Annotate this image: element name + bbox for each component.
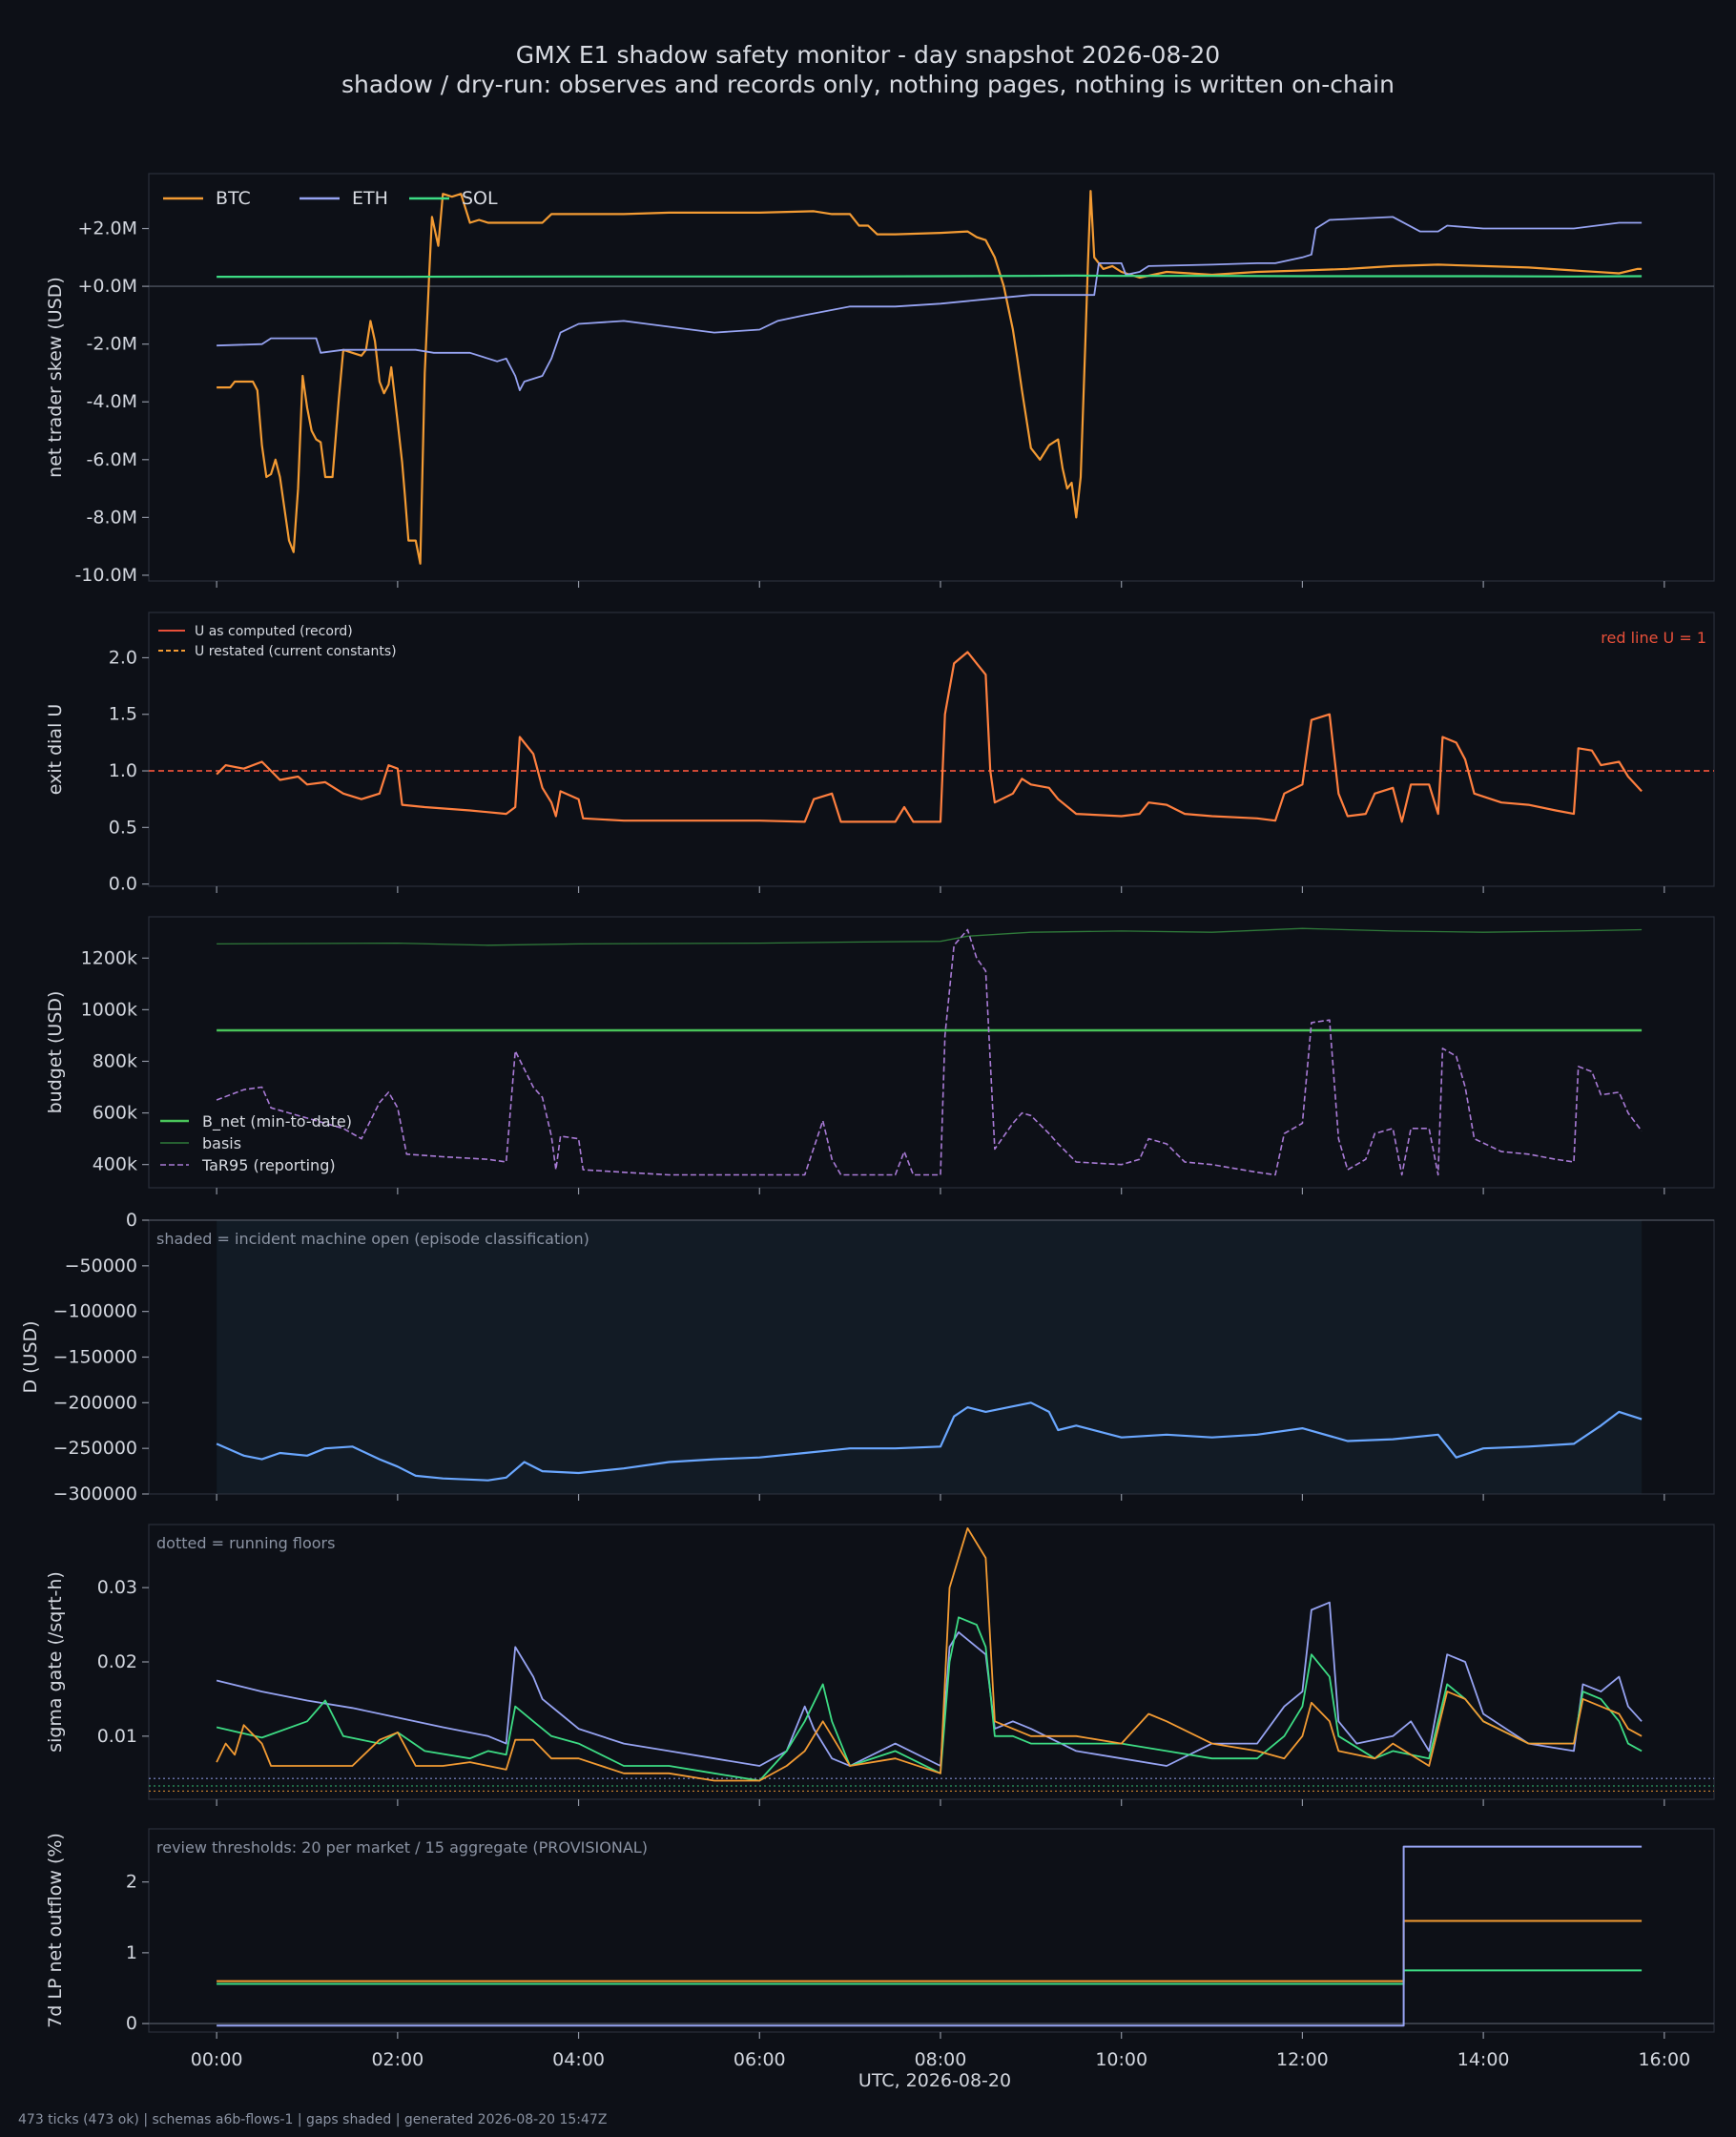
y-tick-label: 0.01 xyxy=(97,1726,137,1747)
series-line-tar95 xyxy=(216,928,1643,1176)
x-tick-label: 12:00 xyxy=(1276,2049,1329,2070)
x-tick-label: 10:00 xyxy=(1095,2049,1147,2070)
x-tick-label: 00:00 xyxy=(191,2049,243,2070)
y-axis-label: budget (USD) xyxy=(45,991,66,1114)
chart-title: GMX E1 shadow safety monitor - day snaps… xyxy=(516,41,1220,69)
legend-label: TaR95 (reporting) xyxy=(201,1156,336,1174)
y-tick-label: −50000 xyxy=(65,1255,137,1276)
y-tick-label: -10.0M xyxy=(74,565,137,586)
panel-u: 0.0 0.5 1.0 1.5 2.0 exit dial U red line U = 1… xyxy=(45,612,1715,895)
y-tick-label: 0.02 xyxy=(97,1651,137,1672)
y-axis-label: 7d LP net outflow (%) xyxy=(45,1833,66,2028)
incident-shade xyxy=(217,1220,1643,1494)
y-tick-label: 0.03 xyxy=(97,1577,137,1598)
panel-sigma: 0.01 0.02 0.03 sigma gate (/sqrt-h) dotted =… xyxy=(45,1524,1715,1806)
y-tick-label: -6.0M xyxy=(87,449,137,470)
panel-annotation: shaded = incident machine open (episode … xyxy=(156,1230,589,1248)
x-tick-label: 14:00 xyxy=(1457,2049,1510,2070)
panel-d: 0 −50000 −100000 −150000 −200000 −250000 −3000… xyxy=(20,1210,1715,1504)
legend-label: B_net (min-to-date) xyxy=(202,1112,352,1131)
series-line-d-0 xyxy=(216,1401,1643,1482)
series-line-sol xyxy=(217,274,1643,279)
legend-label: U as computed (record) xyxy=(195,624,353,639)
x-tick-label: 08:00 xyxy=(915,2049,967,2070)
y-tick-label: 600k xyxy=(93,1103,137,1124)
chart-panels: +2.0M +0.0M -2.0M -4.0M -6.0M -8.0M -10.0M net … xyxy=(20,173,1715,2070)
series-line-sigma-2 xyxy=(216,1527,1643,1782)
y-tick-label: −150000 xyxy=(53,1347,137,1368)
y-axis-label: net trader skew (USD) xyxy=(45,277,66,478)
x-tick-label: 16:00 xyxy=(1638,2049,1690,2070)
panel-outflow: 0 1 2 7d LP net outflow (%) review threshold… xyxy=(45,1828,1715,2039)
y-tick-label: 1200k xyxy=(81,947,137,968)
y-tick-label: +2.0M xyxy=(77,218,137,239)
series-line-outflow-2 xyxy=(217,1845,1643,2027)
chart-subtitle: shadow / dry-run: observes and records o… xyxy=(341,71,1395,98)
series-line-eth xyxy=(217,216,1643,391)
footer-status: 473 ticks (473 ok) | schemas a6b-flows-1… xyxy=(18,2112,608,2127)
x-tick-label: 02:00 xyxy=(371,2049,424,2070)
legend-label: U restated (current constants) xyxy=(195,644,397,659)
y-tick-label: −200000 xyxy=(53,1392,137,1413)
y-tick-label: 400k xyxy=(93,1154,137,1175)
y-tick-label: −250000 xyxy=(53,1438,137,1459)
y-tick-label: −100000 xyxy=(53,1301,137,1322)
y-tick-label: -4.0M xyxy=(87,391,137,412)
y-tick-label: 0.0 xyxy=(109,874,137,895)
panel-frame xyxy=(148,612,1715,887)
legend-label: ETH xyxy=(352,188,388,209)
panel-frame xyxy=(148,173,1715,582)
y-tick-label: -8.0M xyxy=(87,507,137,528)
y-axis-label: D (USD) xyxy=(20,1320,41,1393)
y-tick-label: 2.0 xyxy=(109,647,137,668)
series-line-basis xyxy=(217,927,1643,946)
panel-annotation: dotted = running floors xyxy=(156,1534,335,1552)
y-tick-label: +0.0M xyxy=(77,276,137,297)
x-tick-label: 04:00 xyxy=(552,2049,605,2070)
y-axis-label: exit dial U xyxy=(45,704,66,796)
y-tick-label: 1 xyxy=(126,1942,137,1963)
panel-budget: 400k 600k 800k 1000k 1200k budget (USD) B_net … xyxy=(45,916,1715,1194)
x-axis-label: UTC, 2026-08-20 xyxy=(858,2070,1011,2091)
y-tick-label: −300000 xyxy=(53,1483,137,1504)
y-axis-label: sigma gate (/sqrt-h) xyxy=(45,1571,66,1753)
legend-label: basis xyxy=(202,1134,241,1152)
series-line-sigma-1 xyxy=(216,1616,1643,1782)
y-tick-label: 0.5 xyxy=(109,817,137,838)
red-line-label: red line U = 1 xyxy=(1601,629,1706,647)
legend-label: BTC xyxy=(216,188,251,209)
y-tick-label: 2 xyxy=(126,1872,137,1893)
panel-annotation: review thresholds: 20 per market / 15 ag… xyxy=(156,1838,648,1857)
y-tick-label: 1.0 xyxy=(109,760,137,781)
y-tick-label: 0 xyxy=(126,2013,137,2034)
series-line-u-2 xyxy=(216,651,1643,823)
y-tick-label: 1000k xyxy=(81,999,137,1020)
y-tick-label: 0 xyxy=(126,1210,137,1231)
series-line-btc xyxy=(217,190,1643,565)
y-tick-label: 800k xyxy=(93,1050,137,1071)
y-tick-label: 1.5 xyxy=(109,704,137,725)
panel-frame xyxy=(148,1828,1715,2033)
panel-frame xyxy=(148,916,1715,1189)
y-tick-label: -2.0M xyxy=(87,334,137,355)
legend-label: SOL xyxy=(462,188,498,209)
x-tick-label: 06:00 xyxy=(734,2049,786,2070)
panel-skew: +2.0M +0.0M -2.0M -4.0M -6.0M -8.0M -10.0M net … xyxy=(45,173,1715,588)
